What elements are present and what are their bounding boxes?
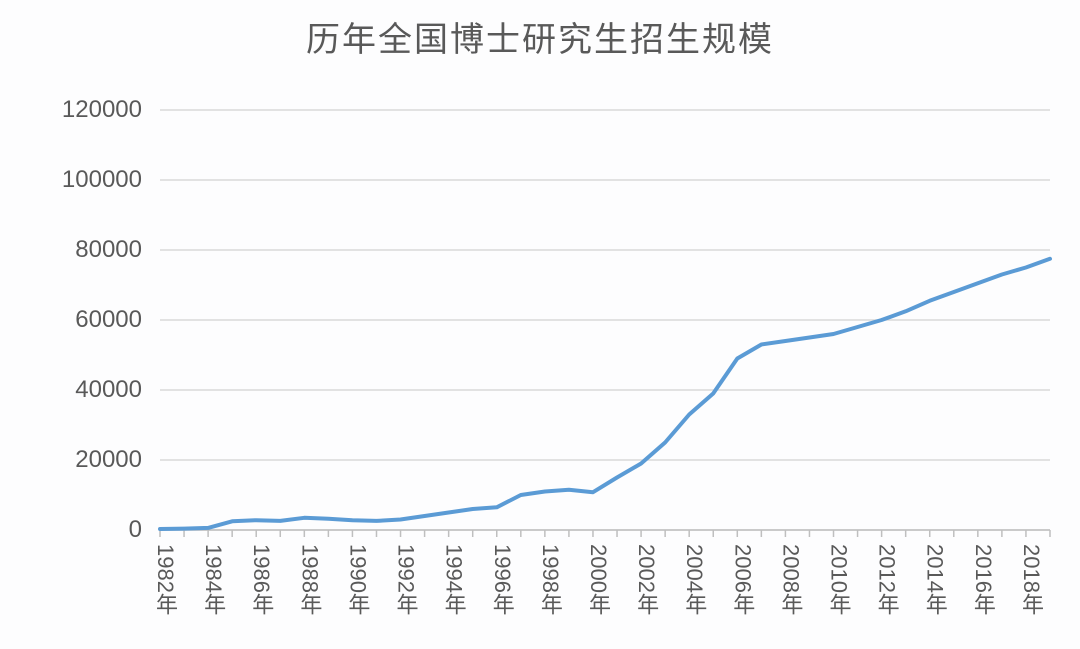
x-tick-label: 2002年 [630,544,662,615]
data-line [160,259,1050,529]
chart-container: 历年全国博士研究生招生规模 02000040000600008000010000… [0,0,1080,649]
y-tick-label: 0 [129,516,150,544]
x-tick-label: 2006年 [726,544,758,615]
x-tick-label: 1998年 [534,544,566,615]
x-ticks [160,530,1050,537]
x-tick-label: 1996年 [486,544,518,615]
x-tick-label: 2018年 [1015,544,1047,615]
x-tick-label: 2014年 [919,544,951,615]
y-tick-label: 80000 [75,236,150,264]
y-tick-label: 100000 [62,166,150,194]
x-tick-label: 2004年 [678,544,710,615]
y-tick-label: 20000 [75,446,150,474]
y-tick-label: 60000 [75,306,150,334]
x-tick-label: 2016年 [967,544,999,615]
y-tick-label: 120000 [62,96,150,124]
gridlines [160,110,1050,530]
x-tick-label: 1986年 [245,544,277,615]
x-tick-label: 1994年 [438,544,470,615]
x-tick-label: 1984年 [197,544,229,615]
x-tick-label: 2000年 [582,544,614,615]
y-tick-label: 40000 [75,376,150,404]
x-tick-label: 1982年 [149,544,181,615]
x-tick-label: 2008年 [774,544,806,615]
x-tick-label: 1992年 [390,544,422,615]
x-tick-label: 1988年 [293,544,325,615]
x-tick-label: 2012年 [871,544,903,615]
x-tick-label: 1990年 [341,544,373,615]
x-tick-label: 2010年 [823,544,855,615]
